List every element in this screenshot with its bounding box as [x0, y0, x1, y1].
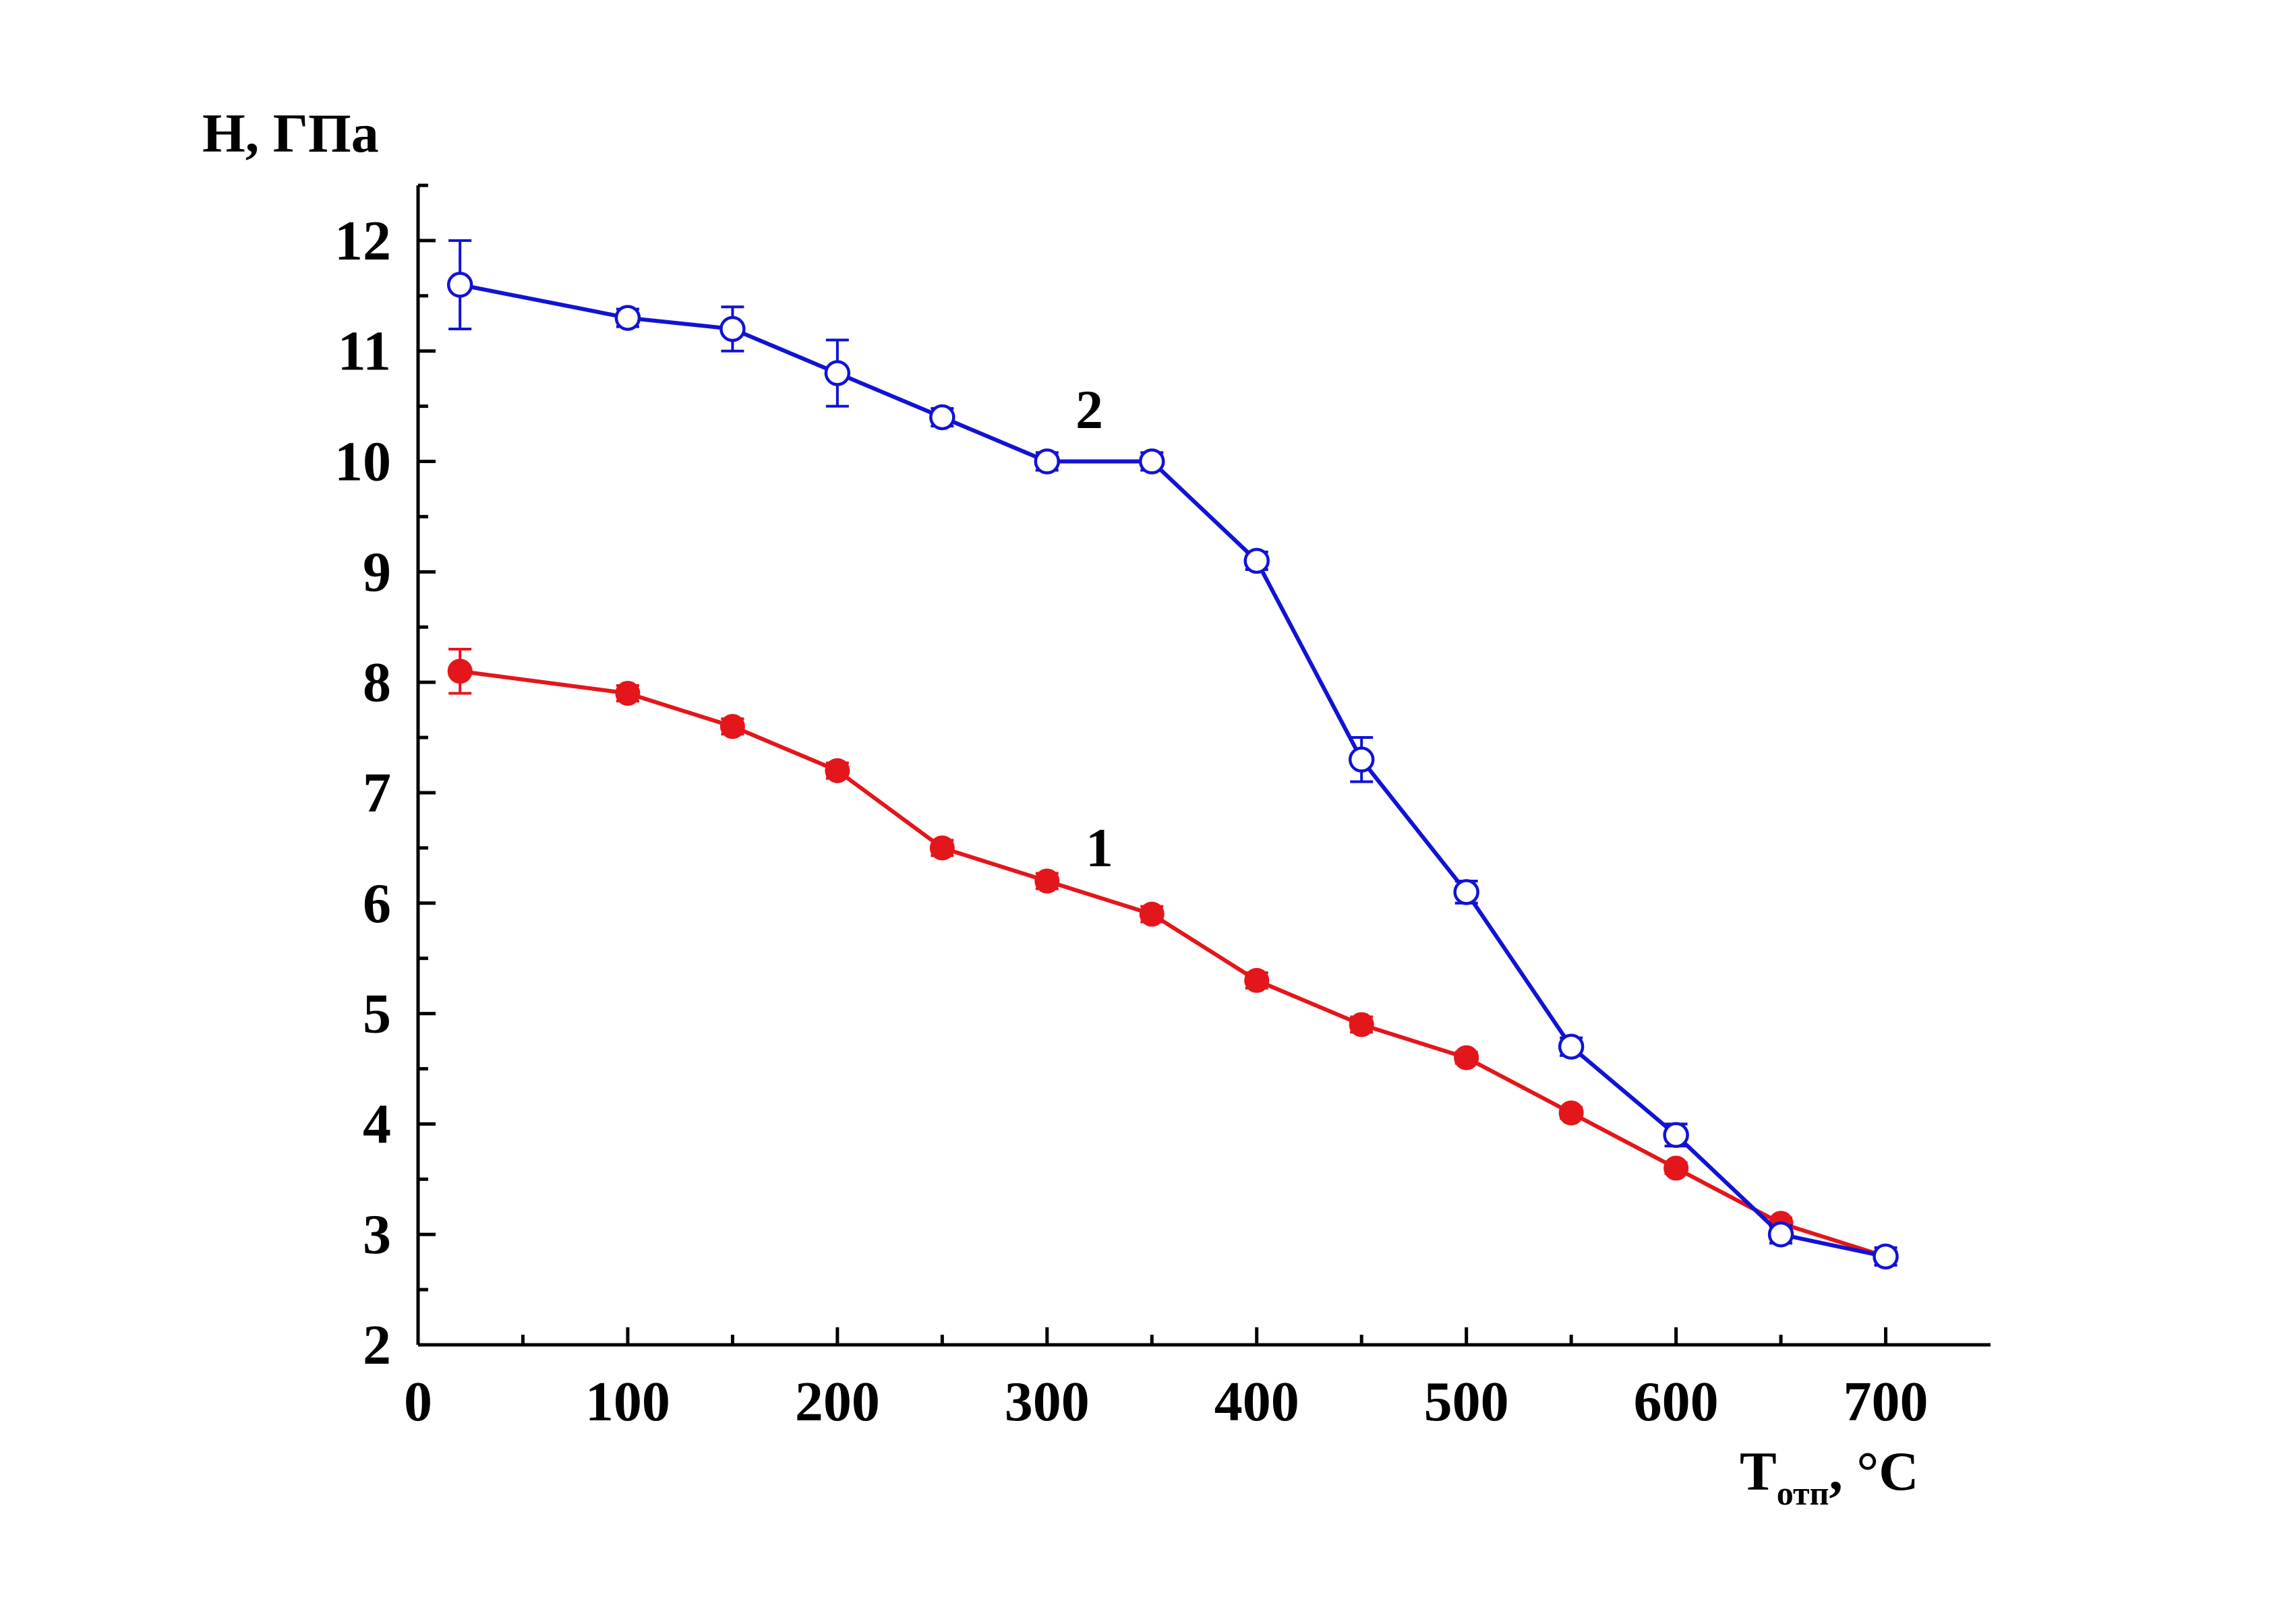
- y-tick-label: 12: [334, 210, 391, 272]
- data-point: [719, 714, 745, 739]
- y-tick-label: 9: [363, 541, 391, 603]
- x-tick-label: 400: [1214, 1370, 1299, 1433]
- data-point: [1664, 1155, 1689, 1181]
- series-1: [447, 648, 1899, 1269]
- data-point: [1244, 967, 1270, 993]
- data-point: [1558, 1033, 1585, 1060]
- curve-label-1: 1: [1086, 817, 1113, 878]
- series-1-line: [459, 669, 1887, 1259]
- data-point: [614, 305, 641, 331]
- y-tick-label: 3: [363, 1203, 391, 1266]
- data-point: [1348, 746, 1375, 773]
- x-tick-label: 0: [404, 1370, 432, 1433]
- x-tick-label: 100: [585, 1370, 670, 1433]
- x-tick-label: 200: [795, 1370, 880, 1433]
- data-point: [1034, 448, 1061, 475]
- x-axis-label-unit: , °C: [1829, 1441, 1918, 1502]
- data-point: [447, 659, 473, 684]
- data-point: [929, 835, 955, 861]
- data-point: [929, 404, 955, 431]
- data-point: [719, 315, 746, 342]
- data-point: [615, 681, 641, 706]
- data-point: [1767, 1221, 1794, 1248]
- series-2: [446, 239, 1899, 1270]
- data-point: [1454, 1045, 1479, 1070]
- data-point: [1349, 1012, 1374, 1037]
- data-point: [446, 272, 473, 298]
- y-tick-label: 2: [363, 1314, 391, 1377]
- data-point: [1243, 547, 1270, 574]
- x-tick-label: 700: [1844, 1370, 1929, 1433]
- series-layer: [446, 239, 1899, 1270]
- y-tick-label: 10: [334, 431, 391, 493]
- y-axis-label: H, ГПа: [202, 102, 379, 164]
- x-axis-label-main: T: [1740, 1441, 1777, 1502]
- data-point: [1034, 868, 1060, 894]
- y-tick-label: 7: [363, 762, 391, 824]
- data-point: [1453, 879, 1479, 905]
- data-point: [825, 758, 850, 783]
- data-point: [1139, 901, 1165, 927]
- data-point: [824, 360, 851, 386]
- y-tick-label: 6: [363, 872, 391, 935]
- data-point: [1139, 448, 1165, 475]
- series-2-line: [459, 282, 1887, 1259]
- x-tick-label: 300: [1005, 1370, 1090, 1433]
- data-point: [1663, 1122, 1689, 1149]
- y-tick-labels: 2 3 4 5 6 7 8 9 10 11 12: [334, 210, 391, 1377]
- x-tick-labels: 0 100 200 300 400 500 600 700: [404, 1370, 1929, 1433]
- x-tick-label: 500: [1424, 1370, 1509, 1433]
- y-tick-label: 8: [363, 651, 391, 714]
- axis-ticks: [418, 183, 1888, 1345]
- x-axis-label: Tотп, °C: [1740, 1441, 1918, 1512]
- y-tick-label: 4: [363, 1093, 391, 1155]
- y-tick-label: 5: [363, 983, 391, 1046]
- data-point: [1558, 1100, 1584, 1126]
- y-tick-label: 11: [338, 320, 391, 383]
- x-axis-label-subscript: отп: [1777, 1474, 1829, 1512]
- curve-label-2: 2: [1076, 379, 1103, 440]
- data-point: [1873, 1243, 1899, 1270]
- x-tick-label: 600: [1634, 1370, 1719, 1433]
